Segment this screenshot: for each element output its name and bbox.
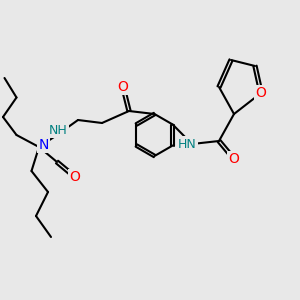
- Text: O: O: [118, 80, 128, 94]
- Text: O: O: [70, 170, 80, 184]
- Text: N: N: [38, 138, 49, 152]
- Text: O: O: [229, 152, 239, 166]
- Text: HN: HN: [178, 137, 197, 151]
- Text: O: O: [256, 86, 266, 100]
- Text: NH: NH: [49, 124, 68, 137]
